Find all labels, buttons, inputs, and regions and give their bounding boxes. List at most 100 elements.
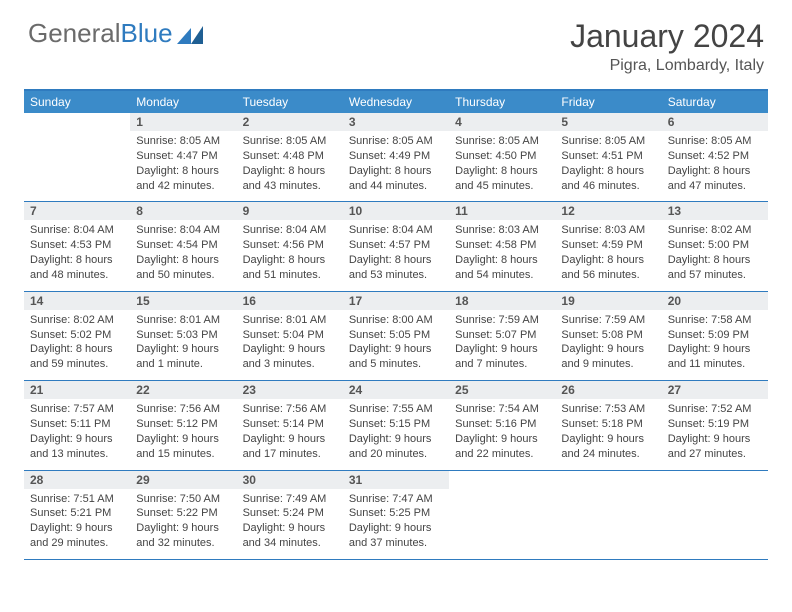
sunrise-text: Sunrise: 7:49 AM: [243, 492, 337, 507]
day-number: 31: [343, 471, 449, 489]
weekday-header: Sunday: [24, 91, 130, 113]
daylight-text-1: Daylight: 9 hours: [243, 521, 337, 536]
day-number: 26: [555, 381, 661, 399]
sunrise-text: Sunrise: 8:05 AM: [243, 134, 337, 149]
day-cell: 9Sunrise: 8:04 AMSunset: 4:56 PMDaylight…: [237, 202, 343, 290]
sunset-text: Sunset: 4:51 PM: [561, 149, 655, 164]
day-cell: 25Sunrise: 7:54 AMSunset: 5:16 PMDayligh…: [449, 381, 555, 469]
daylight-text-2: and 17 minutes.: [243, 447, 337, 462]
sunrise-text: Sunrise: 7:50 AM: [136, 492, 230, 507]
day-info: Sunrise: 8:02 AMSunset: 5:00 PMDaylight:…: [662, 220, 768, 282]
day-cell: 2Sunrise: 8:05 AMSunset: 4:48 PMDaylight…: [237, 113, 343, 201]
day-cell: 6Sunrise: 8:05 AMSunset: 4:52 PMDaylight…: [662, 113, 768, 201]
day-cell: 7Sunrise: 8:04 AMSunset: 4:53 PMDaylight…: [24, 202, 130, 290]
daylight-text-2: and 15 minutes.: [136, 447, 230, 462]
daylight-text-2: and 5 minutes.: [349, 357, 443, 372]
day-info: Sunrise: 7:59 AMSunset: 5:08 PMDaylight:…: [555, 310, 661, 372]
day-info: Sunrise: 7:56 AMSunset: 5:14 PMDaylight:…: [237, 399, 343, 461]
day-number: [555, 471, 661, 475]
weekday-header: Thursday: [449, 91, 555, 113]
sunset-text: Sunset: 5:19 PM: [668, 417, 762, 432]
week-row: 28Sunrise: 7:51 AMSunset: 5:21 PMDayligh…: [24, 471, 768, 560]
sunset-text: Sunset: 4:47 PM: [136, 149, 230, 164]
sunset-text: Sunset: 5:03 PM: [136, 328, 230, 343]
sunrise-text: Sunrise: 7:58 AM: [668, 313, 762, 328]
sunrise-text: Sunrise: 8:03 AM: [455, 223, 549, 238]
day-number: 23: [237, 381, 343, 399]
sunset-text: Sunset: 4:59 PM: [561, 238, 655, 253]
sunset-text: Sunset: 4:49 PM: [349, 149, 443, 164]
day-number: 18: [449, 292, 555, 310]
sunrise-text: Sunrise: 7:47 AM: [349, 492, 443, 507]
day-cell: 28Sunrise: 7:51 AMSunset: 5:21 PMDayligh…: [24, 471, 130, 559]
sunrise-text: Sunrise: 8:05 AM: [668, 134, 762, 149]
sunrise-text: Sunrise: 8:05 AM: [455, 134, 549, 149]
sunset-text: Sunset: 5:16 PM: [455, 417, 549, 432]
daylight-text-1: Daylight: 9 hours: [30, 432, 124, 447]
day-info: Sunrise: 8:03 AMSunset: 4:59 PMDaylight:…: [555, 220, 661, 282]
day-number: 9: [237, 202, 343, 220]
day-number: 14: [24, 292, 130, 310]
day-cell: 20Sunrise: 7:58 AMSunset: 5:09 PMDayligh…: [662, 292, 768, 380]
daylight-text-1: Daylight: 8 hours: [668, 164, 762, 179]
day-number: [662, 471, 768, 475]
day-info: Sunrise: 8:05 AMSunset: 4:47 PMDaylight:…: [130, 131, 236, 193]
sunset-text: Sunset: 4:56 PM: [243, 238, 337, 253]
daylight-text-2: and 57 minutes.: [668, 268, 762, 283]
daylight-text-1: Daylight: 8 hours: [561, 253, 655, 268]
sunrise-text: Sunrise: 8:04 AM: [349, 223, 443, 238]
daylight-text-1: Daylight: 9 hours: [349, 342, 443, 357]
daylight-text-1: Daylight: 9 hours: [561, 342, 655, 357]
daylight-text-1: Daylight: 8 hours: [136, 253, 230, 268]
daylight-text-1: Daylight: 9 hours: [455, 342, 549, 357]
day-cell: [24, 113, 130, 201]
day-number: 15: [130, 292, 236, 310]
day-cell: 31Sunrise: 7:47 AMSunset: 5:25 PMDayligh…: [343, 471, 449, 559]
day-cell: 11Sunrise: 8:03 AMSunset: 4:58 PMDayligh…: [449, 202, 555, 290]
daylight-text-1: Daylight: 9 hours: [136, 521, 230, 536]
sunset-text: Sunset: 5:07 PM: [455, 328, 549, 343]
daylight-text-2: and 32 minutes.: [136, 536, 230, 551]
daylight-text-2: and 24 minutes.: [561, 447, 655, 462]
daylight-text-2: and 1 minute.: [136, 357, 230, 372]
day-cell: 24Sunrise: 7:55 AMSunset: 5:15 PMDayligh…: [343, 381, 449, 469]
day-info: Sunrise: 7:58 AMSunset: 5:09 PMDaylight:…: [662, 310, 768, 372]
day-number: 28: [24, 471, 130, 489]
sunset-text: Sunset: 5:04 PM: [243, 328, 337, 343]
daylight-text-2: and 59 minutes.: [30, 357, 124, 372]
daylight-text-1: Daylight: 9 hours: [561, 432, 655, 447]
day-cell: 22Sunrise: 7:56 AMSunset: 5:12 PMDayligh…: [130, 381, 236, 469]
day-cell: 1Sunrise: 8:05 AMSunset: 4:47 PMDaylight…: [130, 113, 236, 201]
daylight-text-2: and 50 minutes.: [136, 268, 230, 283]
daylight-text-2: and 9 minutes.: [561, 357, 655, 372]
day-cell: 3Sunrise: 8:05 AMSunset: 4:49 PMDaylight…: [343, 113, 449, 201]
daylight-text-1: Daylight: 8 hours: [349, 164, 443, 179]
sunset-text: Sunset: 5:14 PM: [243, 417, 337, 432]
sunrise-text: Sunrise: 7:59 AM: [455, 313, 549, 328]
day-cell: 15Sunrise: 8:01 AMSunset: 5:03 PMDayligh…: [130, 292, 236, 380]
sunset-text: Sunset: 4:48 PM: [243, 149, 337, 164]
daylight-text-1: Daylight: 8 hours: [668, 253, 762, 268]
day-info: Sunrise: 8:05 AMSunset: 4:49 PMDaylight:…: [343, 131, 449, 193]
sunset-text: Sunset: 4:57 PM: [349, 238, 443, 253]
daylight-text-2: and 29 minutes.: [30, 536, 124, 551]
day-cell: 27Sunrise: 7:52 AMSunset: 5:19 PMDayligh…: [662, 381, 768, 469]
sunset-text: Sunset: 5:08 PM: [561, 328, 655, 343]
sunrise-text: Sunrise: 7:52 AM: [668, 402, 762, 417]
day-cell: 21Sunrise: 7:57 AMSunset: 5:11 PMDayligh…: [24, 381, 130, 469]
day-info: Sunrise: 7:59 AMSunset: 5:07 PMDaylight:…: [449, 310, 555, 372]
day-cell: 30Sunrise: 7:49 AMSunset: 5:24 PMDayligh…: [237, 471, 343, 559]
daylight-text-2: and 44 minutes.: [349, 179, 443, 194]
daylight-text-2: and 20 minutes.: [349, 447, 443, 462]
sunrise-text: Sunrise: 7:51 AM: [30, 492, 124, 507]
day-info: Sunrise: 7:54 AMSunset: 5:16 PMDaylight:…: [449, 399, 555, 461]
day-number: 4: [449, 113, 555, 131]
title-block: January 2024 Pigra, Lombardy, Italy: [570, 18, 764, 75]
day-cell: [662, 471, 768, 559]
daylight-text-2: and 51 minutes.: [243, 268, 337, 283]
daylight-text-2: and 56 minutes.: [561, 268, 655, 283]
day-cell: 16Sunrise: 8:01 AMSunset: 5:04 PMDayligh…: [237, 292, 343, 380]
day-info: Sunrise: 7:50 AMSunset: 5:22 PMDaylight:…: [130, 489, 236, 551]
daylight-text-2: and 53 minutes.: [349, 268, 443, 283]
day-cell: 14Sunrise: 8:02 AMSunset: 5:02 PMDayligh…: [24, 292, 130, 380]
